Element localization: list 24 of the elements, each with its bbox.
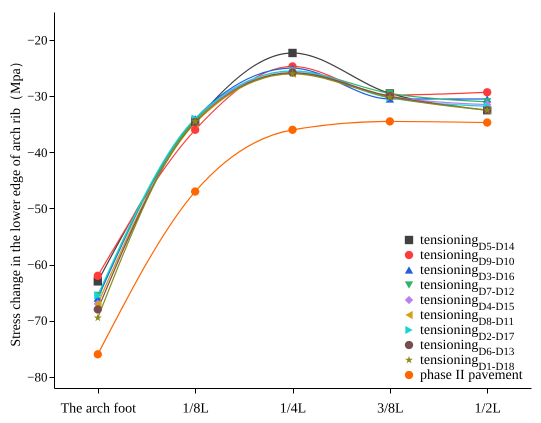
y-tick-label: −80 [27, 369, 48, 384]
y-tick-label: −30 [27, 88, 48, 104]
y-tick-label: −40 [27, 144, 48, 160]
point [94, 272, 102, 280]
point [94, 314, 102, 322]
y-tick-label: −20 [27, 32, 48, 48]
point [483, 118, 492, 127]
point [483, 88, 492, 96]
x-tick-label: 1/4L [280, 402, 306, 416]
x-tick-label: 1/8L [182, 402, 209, 416]
y-tick-label: −60 [27, 257, 48, 272]
point [190, 126, 200, 134]
point [386, 117, 394, 126]
point [94, 350, 102, 359]
point [94, 305, 102, 314]
y-tick-label: −50 [27, 200, 48, 216]
point [288, 126, 297, 134]
x-tick-label: 3/8L [377, 402, 404, 416]
y-tick-label: −70 [27, 313, 48, 328]
x-tick-label: 1/2L [474, 402, 501, 416]
point [190, 187, 200, 196]
y-axis-title: Stress change in the lower edge of arch rib（Mpa） [9, 54, 24, 347]
point [288, 48, 297, 58]
x-tick-label: The arch foot [60, 402, 136, 416]
